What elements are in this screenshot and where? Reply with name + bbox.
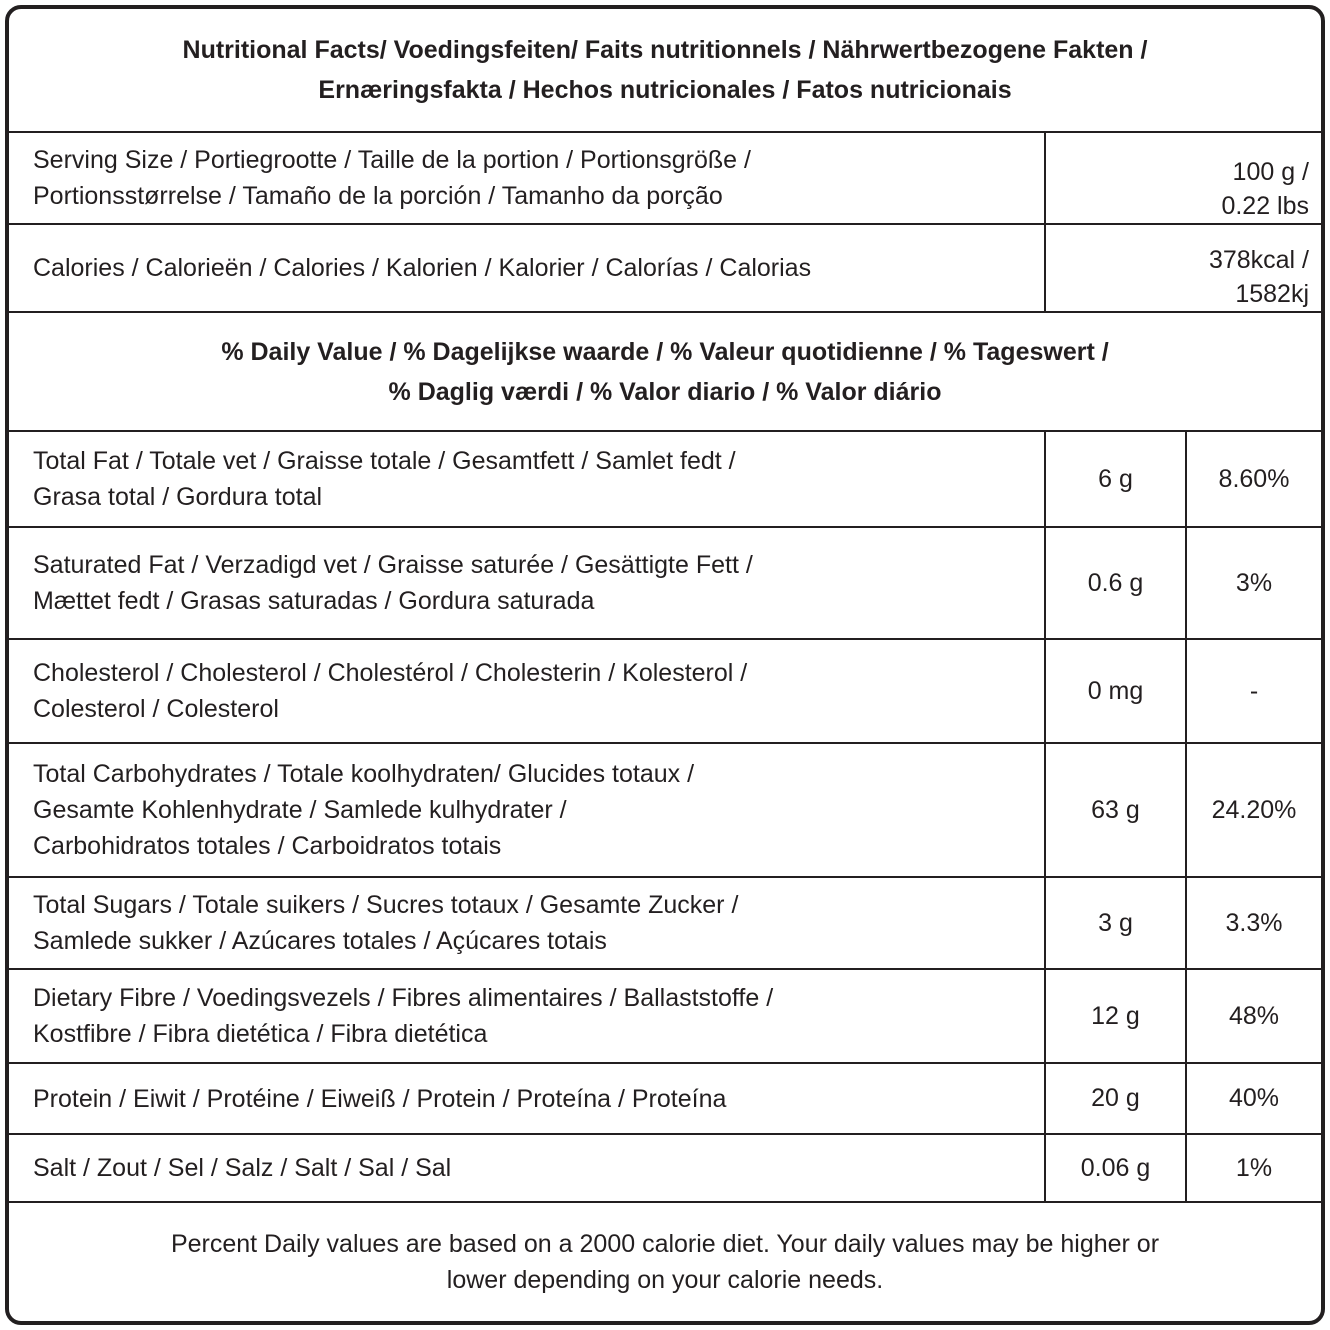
nutrient-amount: 3 g <box>1044 878 1185 968</box>
calories-label: Calories / Calorieën / Calories / Kalori… <box>33 225 811 311</box>
nutrient-amount: 12 g <box>1044 970 1185 1062</box>
text-line: Gesamte Kohlenhydrate / Samlede kulhydra… <box>33 796 567 824</box>
nutrient-daily-value: 3% <box>1185 528 1321 638</box>
nutrient-label: Total Carbohydrates / Totale koolhydrate… <box>33 744 694 876</box>
nutrient-amount: 6 g <box>1044 432 1185 526</box>
text-line: Cholesterol / Cholesterol / Cholestérol … <box>33 659 748 687</box>
text-line: Nutritional Facts/ Voedingsfeiten/ Faits… <box>182 36 1148 64</box>
text-line: Samlede sukker / Azúcares totales / Açúc… <box>33 927 607 955</box>
text-line: Carbohidratos totales / Carboidratos tot… <box>33 832 502 860</box>
calories-row: Calories / Calorieën / Calories / Kalori… <box>9 225 1321 313</box>
text-line: Grasa total / Gordura total <box>33 483 323 511</box>
text-line: Total Fat / Totale vet / Graisse totale … <box>33 447 736 475</box>
text-line: Ernæringsfakta / Hechos nutricionales / … <box>318 76 1012 104</box>
nutrient-amount: 0 mg <box>1044 640 1185 742</box>
text-line: Colesterol / Colesterol <box>33 695 279 723</box>
text-line: Total Carbohydrates / Totale koolhydrate… <box>33 760 695 788</box>
text-line: 100 g / <box>1232 158 1309 186</box>
text-line: % Daglig værdi / % Valor diario / % Valo… <box>388 377 942 406</box>
text-line: Saturated Fat / Verzadigd vet / Graisse … <box>33 551 753 579</box>
text-line: Serving Size / Portiegrootte / Taille de… <box>33 146 751 174</box>
nutrient-row: Total Carbohydrates / Totale koolhydrate… <box>9 744 1321 878</box>
nutrient-label: Saturated Fat / Verzadigd vet / Graisse … <box>33 528 753 638</box>
text-line: Kostfibre / Fibra dietética / Fibra diet… <box>33 1020 488 1048</box>
footer-note: Percent Daily values are based on a 2000… <box>9 1203 1321 1321</box>
text-line: 378kcal / <box>1208 246 1309 274</box>
nutrient-row: Protein / Eiwit / Protéine / Eiweiß / Pr… <box>9 1064 1321 1135</box>
table-title: Nutritional Facts/ Voedingsfeiten/ Faits… <box>9 9 1321 133</box>
serving-label: Serving Size / Portiegrootte / Taille de… <box>33 133 751 223</box>
nutrient-daily-value: 40% <box>1185 1064 1321 1133</box>
nutrient-row: Saturated Fat / Verzadigd vet / Graisse … <box>9 528 1321 640</box>
text-line: Dietary Fibre / Voedingsvezels / Fibres … <box>33 984 774 1012</box>
text-line: Protein / Eiwit / Protéine / Eiweiß / Pr… <box>33 1084 727 1113</box>
nutrient-label: Protein / Eiwit / Protéine / Eiweiß / Pr… <box>33 1064 726 1133</box>
nutrient-daily-value: 8.60% <box>1185 432 1321 526</box>
nutrient-amount: 0.06 g <box>1044 1135 1185 1201</box>
nutrient-row: Cholesterol / Cholesterol / Cholestérol … <box>9 640 1321 744</box>
nutrient-daily-value: 3.3% <box>1185 878 1321 968</box>
nutrient-label: Salt / Zout / Sel / Salz / Salt / Sal / … <box>33 1135 451 1201</box>
daily-value-header: % Daily Value / % Dagelijkse waarde / % … <box>9 313 1321 432</box>
nutrient-daily-value: 48% <box>1185 970 1321 1062</box>
nutrient-row: Total Fat / Totale vet / Graisse totale … <box>9 432 1321 528</box>
text-line: 1582kj <box>1235 280 1309 308</box>
nutrient-daily-value: 24.20% <box>1185 744 1321 876</box>
text-line: Percent Daily values are based on a 2000… <box>170 1230 1160 1258</box>
nutrient-label: Cholesterol / Cholesterol / Cholestérol … <box>33 640 747 742</box>
nutrient-daily-value: - <box>1185 640 1321 742</box>
nutrient-amount: 20 g <box>1044 1064 1185 1133</box>
text-line: lower depending on your calorie needs. <box>446 1266 884 1294</box>
text-line: Salt / Zout / Sel / Salz / Salt / Sal / … <box>33 1154 452 1182</box>
text-line: 0.22 lbs <box>1221 192 1309 220</box>
calories-value: 378kcal / 1582kj <box>1044 225 1321 311</box>
text-line: Total Sugars / Totale suikers / Sucres t… <box>33 891 739 919</box>
nutrition-facts-table: Nutritional Facts/ Voedingsfeiten/ Faits… <box>5 5 1325 1325</box>
text-line: Mættet fedt / Grasas saturadas / Gordura… <box>33 587 595 615</box>
nutrient-row: Salt / Zout / Sel / Salz / Salt / Sal / … <box>9 1135 1321 1203</box>
nutrient-amount: 63 g <box>1044 744 1185 876</box>
serving-row: Serving Size / Portiegrootte / Taille de… <box>9 133 1321 225</box>
text-line: Portionsstørrelse / Tamaño de la porción… <box>33 182 723 210</box>
nutrient-daily-value: 1% <box>1185 1135 1321 1201</box>
nutrient-row: Total Sugars / Totale suikers / Sucres t… <box>9 878 1321 970</box>
nutrient-row: Dietary Fibre / Voedingsvezels / Fibres … <box>9 970 1321 1064</box>
serving-value: 100 g / 0.22 lbs <box>1044 133 1321 223</box>
nutrient-amount: 0.6 g <box>1044 528 1185 638</box>
text-line: Calories / Calorieën / Calories / Kalori… <box>33 254 812 282</box>
nutrient-label: Total Fat / Totale vet / Graisse totale … <box>33 432 736 526</box>
nutrient-label: Total Sugars / Totale suikers / Sucres t… <box>33 878 738 968</box>
nutrient-label: Dietary Fibre / Voedingsvezels / Fibres … <box>33 970 773 1062</box>
text-line: % Daily Value / % Dagelijkse waarde / % … <box>221 337 1109 366</box>
